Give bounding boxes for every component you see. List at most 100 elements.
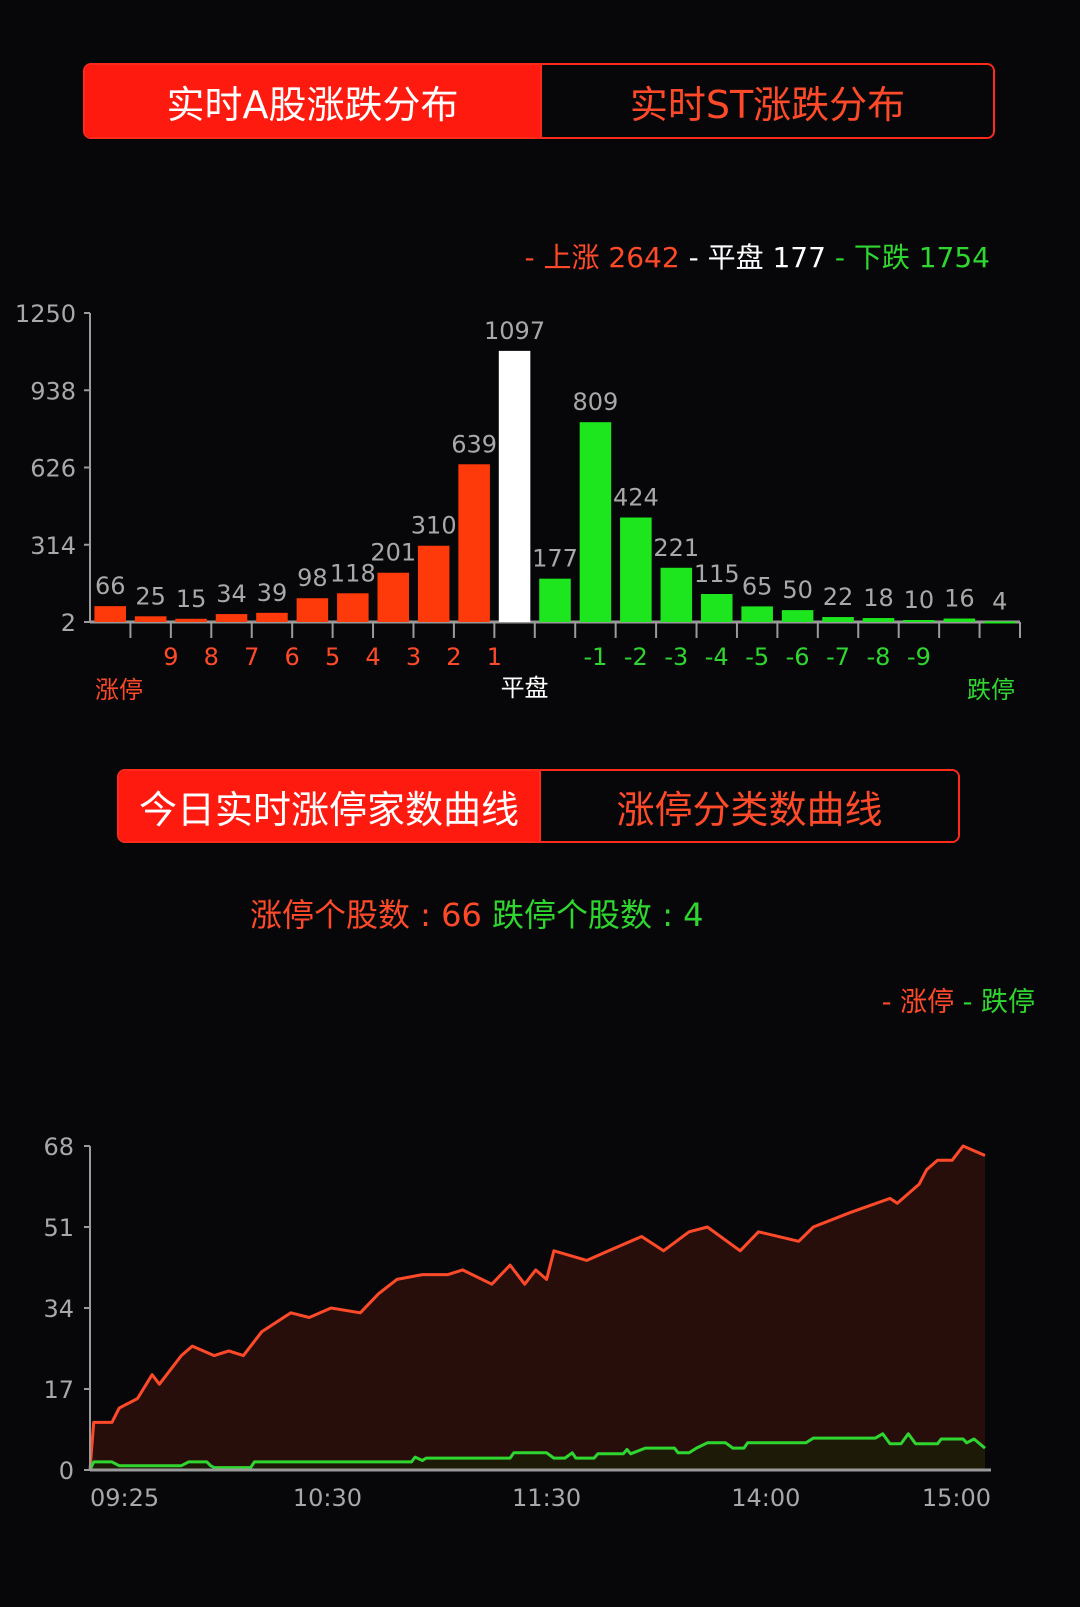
x-category-label: 跌停 xyxy=(967,676,1015,704)
series-area xyxy=(90,1146,985,1470)
curve-tab-bar: 今日实时涨停家数曲线 涨停分类数曲线 xyxy=(117,769,960,843)
bar xyxy=(337,593,369,622)
x-category-label: 平盘 xyxy=(501,674,549,702)
y-tick-label: 51 xyxy=(43,1214,74,1242)
bar-value-label: 22 xyxy=(823,583,854,611)
x-tick-label: 11:30 xyxy=(512,1484,581,1512)
y-tick-label: 626 xyxy=(30,455,76,483)
bar xyxy=(498,350,531,622)
bar xyxy=(620,517,652,622)
bar xyxy=(579,422,612,622)
limit-counts: 涨停个股数 : 66 跌停个股数 : 4 xyxy=(250,890,704,936)
bar xyxy=(377,572,410,622)
limit-up-count: 涨停个股数 : 66 xyxy=(250,896,482,934)
bar-value-label: 639 xyxy=(451,430,497,458)
x-tick-label: 15:00 xyxy=(922,1484,991,1512)
bar xyxy=(94,606,126,622)
tab-limit-up-count-curve[interactable]: 今日实时涨停家数曲线 xyxy=(119,771,539,841)
legend-limit-up: - 涨停 xyxy=(881,987,955,1018)
distribution-tab-bar: 实时A股涨跌分布 实时ST涨跌分布 xyxy=(83,63,995,139)
tab-a-share-distribution[interactable]: 实时A股涨跌分布 xyxy=(85,65,540,137)
bar-value-label: 15 xyxy=(176,585,207,613)
tab-limit-up-category-curve[interactable]: 涨停分类数曲线 xyxy=(539,771,958,841)
limit-count-line-chart: 0 17 34 51 68 09:25 10:30 11:30 14:00 15:00 xyxy=(43,1133,991,1512)
bar xyxy=(781,610,814,622)
bar xyxy=(134,616,167,622)
x-category-label: -1 xyxy=(583,643,607,671)
bar xyxy=(700,594,733,622)
x-category-label: -7 xyxy=(826,643,850,671)
legend-down: - 下跌 1754 xyxy=(834,241,990,274)
x-category-label: 7 xyxy=(244,643,259,671)
y-tick-label: 0 xyxy=(59,1457,74,1485)
y-tick-label: 938 xyxy=(30,377,76,405)
bar xyxy=(741,606,773,622)
line-legend: - 涨停 - 跌停 xyxy=(882,980,1035,1019)
bar xyxy=(862,618,895,622)
legend-up: - 上涨 2642 xyxy=(524,241,680,274)
x-category-label: 6 xyxy=(285,643,300,671)
bar-value-label: 39 xyxy=(257,579,288,607)
x-tick-label: 09:25 xyxy=(90,1484,159,1512)
bar xyxy=(175,618,207,622)
bar-value-label: 424 xyxy=(613,484,659,512)
x-category-label: 1 xyxy=(487,643,502,671)
bar xyxy=(903,620,935,623)
bar-value-label: 65 xyxy=(742,572,773,600)
bar-value-label: 50 xyxy=(782,576,813,604)
series-line xyxy=(88,1432,986,1471)
y-tick-label: 1250 xyxy=(15,300,76,328)
bar xyxy=(417,545,450,622)
bar-value-label: 221 xyxy=(653,534,699,562)
x-category-label: 2 xyxy=(446,643,461,671)
bar-value-label: 10 xyxy=(904,586,935,614)
y-tick-label: 2 xyxy=(61,609,76,637)
bar-value-label: 115 xyxy=(694,560,740,588)
x-category-label: -9 xyxy=(907,643,931,671)
limit-down-count: 跌停个股数 : 4 xyxy=(492,896,704,934)
bar-value-label: 4 xyxy=(992,588,1007,616)
y-tick-label: 314 xyxy=(30,532,76,560)
bar xyxy=(296,598,329,622)
x-category-label: 3 xyxy=(406,643,421,671)
x-category-label: -5 xyxy=(745,643,769,671)
bar-value-label: 18 xyxy=(863,584,894,612)
bar-value-label: 66 xyxy=(95,572,126,600)
bar xyxy=(458,464,490,622)
bar-value-label: 118 xyxy=(330,559,376,587)
bar-value-label: 310 xyxy=(411,512,457,540)
y-tick-label: 68 xyxy=(43,1133,74,1161)
y-tick-label: 17 xyxy=(43,1376,74,1404)
series-line xyxy=(88,1144,986,1471)
x-category-label: 9 xyxy=(163,643,178,671)
x-tick-label: 14:00 xyxy=(731,1484,800,1512)
bar xyxy=(660,567,693,622)
x-tick-label: 10:30 xyxy=(293,1484,362,1512)
bar xyxy=(943,618,976,622)
bar xyxy=(984,621,1016,624)
y-tick-label: 34 xyxy=(43,1295,74,1323)
x-category-label: -4 xyxy=(705,643,729,671)
bar-value-label: 809 xyxy=(573,388,619,416)
x-category-label: 8 xyxy=(204,643,219,671)
x-category-label: -3 xyxy=(664,643,688,671)
legend-limit-down: - 跌停 xyxy=(962,987,1035,1018)
x-category-label: -6 xyxy=(786,643,810,671)
bar-value-label: 1097 xyxy=(484,317,545,345)
tab-st-distribution[interactable]: 实时ST涨跌分布 xyxy=(540,65,993,137)
x-category-label: 5 xyxy=(325,643,340,671)
legend-flat: - 平盘 177 xyxy=(688,241,826,274)
summary-legend: - 上涨 2642 - 平盘 177 - 下跌 1754 xyxy=(524,236,990,276)
bar xyxy=(539,578,571,622)
bar-value-label: 98 xyxy=(297,564,328,592)
bar-value-label: 34 xyxy=(216,580,247,608)
x-category-label: -8 xyxy=(867,643,891,671)
bar-value-label: 16 xyxy=(944,585,975,613)
bar xyxy=(215,614,248,622)
x-category-label: 4 xyxy=(365,643,380,671)
x-category-label: -2 xyxy=(624,643,648,671)
x-category-label: 涨停 xyxy=(95,676,143,704)
bar-value-label: 201 xyxy=(370,539,416,567)
bar-value-label: 25 xyxy=(135,582,166,610)
